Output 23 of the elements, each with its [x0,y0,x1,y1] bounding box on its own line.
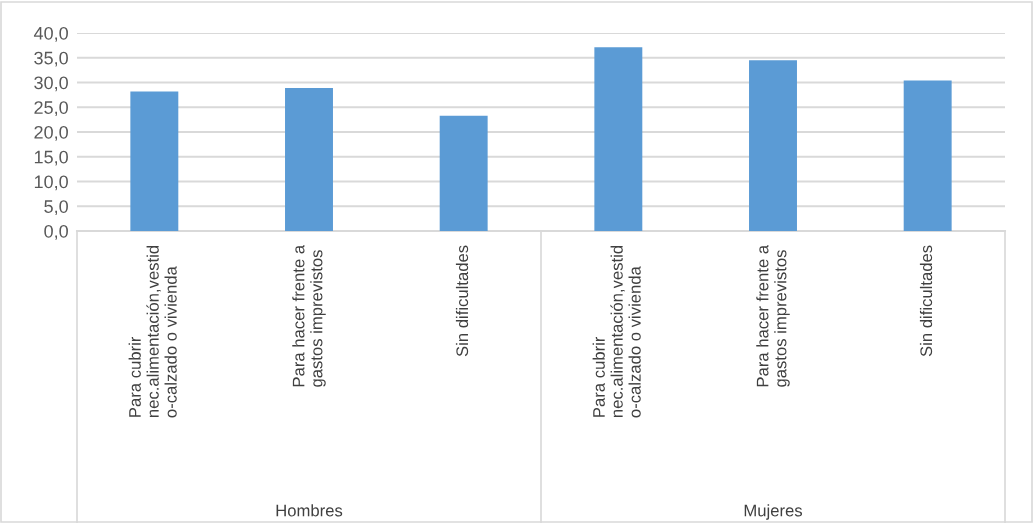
y-tick-label: 15,0 [34,150,68,166]
y-tick-label: 35,0 [34,51,68,67]
bar [130,91,179,231]
x-tick-label: Para cubrir nec.alimentación,vestid o-calzado o vivienda [592,245,641,418]
text: Mujeres [744,504,803,520]
bar [903,80,952,231]
bar [285,87,333,231]
text: Hombres [276,504,343,517]
bar [594,47,643,231]
bar [749,60,797,231]
x-tick-label: Sin dificultades [919,245,933,357]
x-tick-label: Para hacer frente a gastos imprevistos [292,244,326,387]
y-tick-label: 40,0 [33,26,68,42]
y-tick-label: 30,0 [34,76,68,92]
x-tick-label: Sin dificultades [455,245,469,357]
y-tick-label: 0,0 [44,224,68,240]
y-tick-label: 20,0 [34,125,68,141]
y-tick-label: 5,0 [44,200,68,216]
y-tick-label: 10,0 [34,175,68,191]
x-tick-label: Para cubrir nec.alimentación,vestid o-calzado o vivienda [128,245,177,418]
x-tick-label: Para hacer frente a gastos imprevistos [756,244,790,387]
bar [439,115,488,231]
y-tick-label: 25,0 [34,101,68,117]
